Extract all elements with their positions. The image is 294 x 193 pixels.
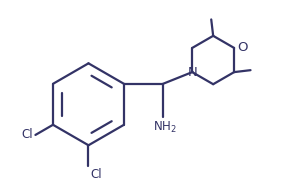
Text: NH$_2$: NH$_2$: [153, 120, 177, 135]
Text: Cl: Cl: [22, 128, 34, 141]
Text: O: O: [237, 41, 247, 54]
Text: Cl: Cl: [91, 168, 102, 180]
Text: N: N: [187, 66, 197, 79]
